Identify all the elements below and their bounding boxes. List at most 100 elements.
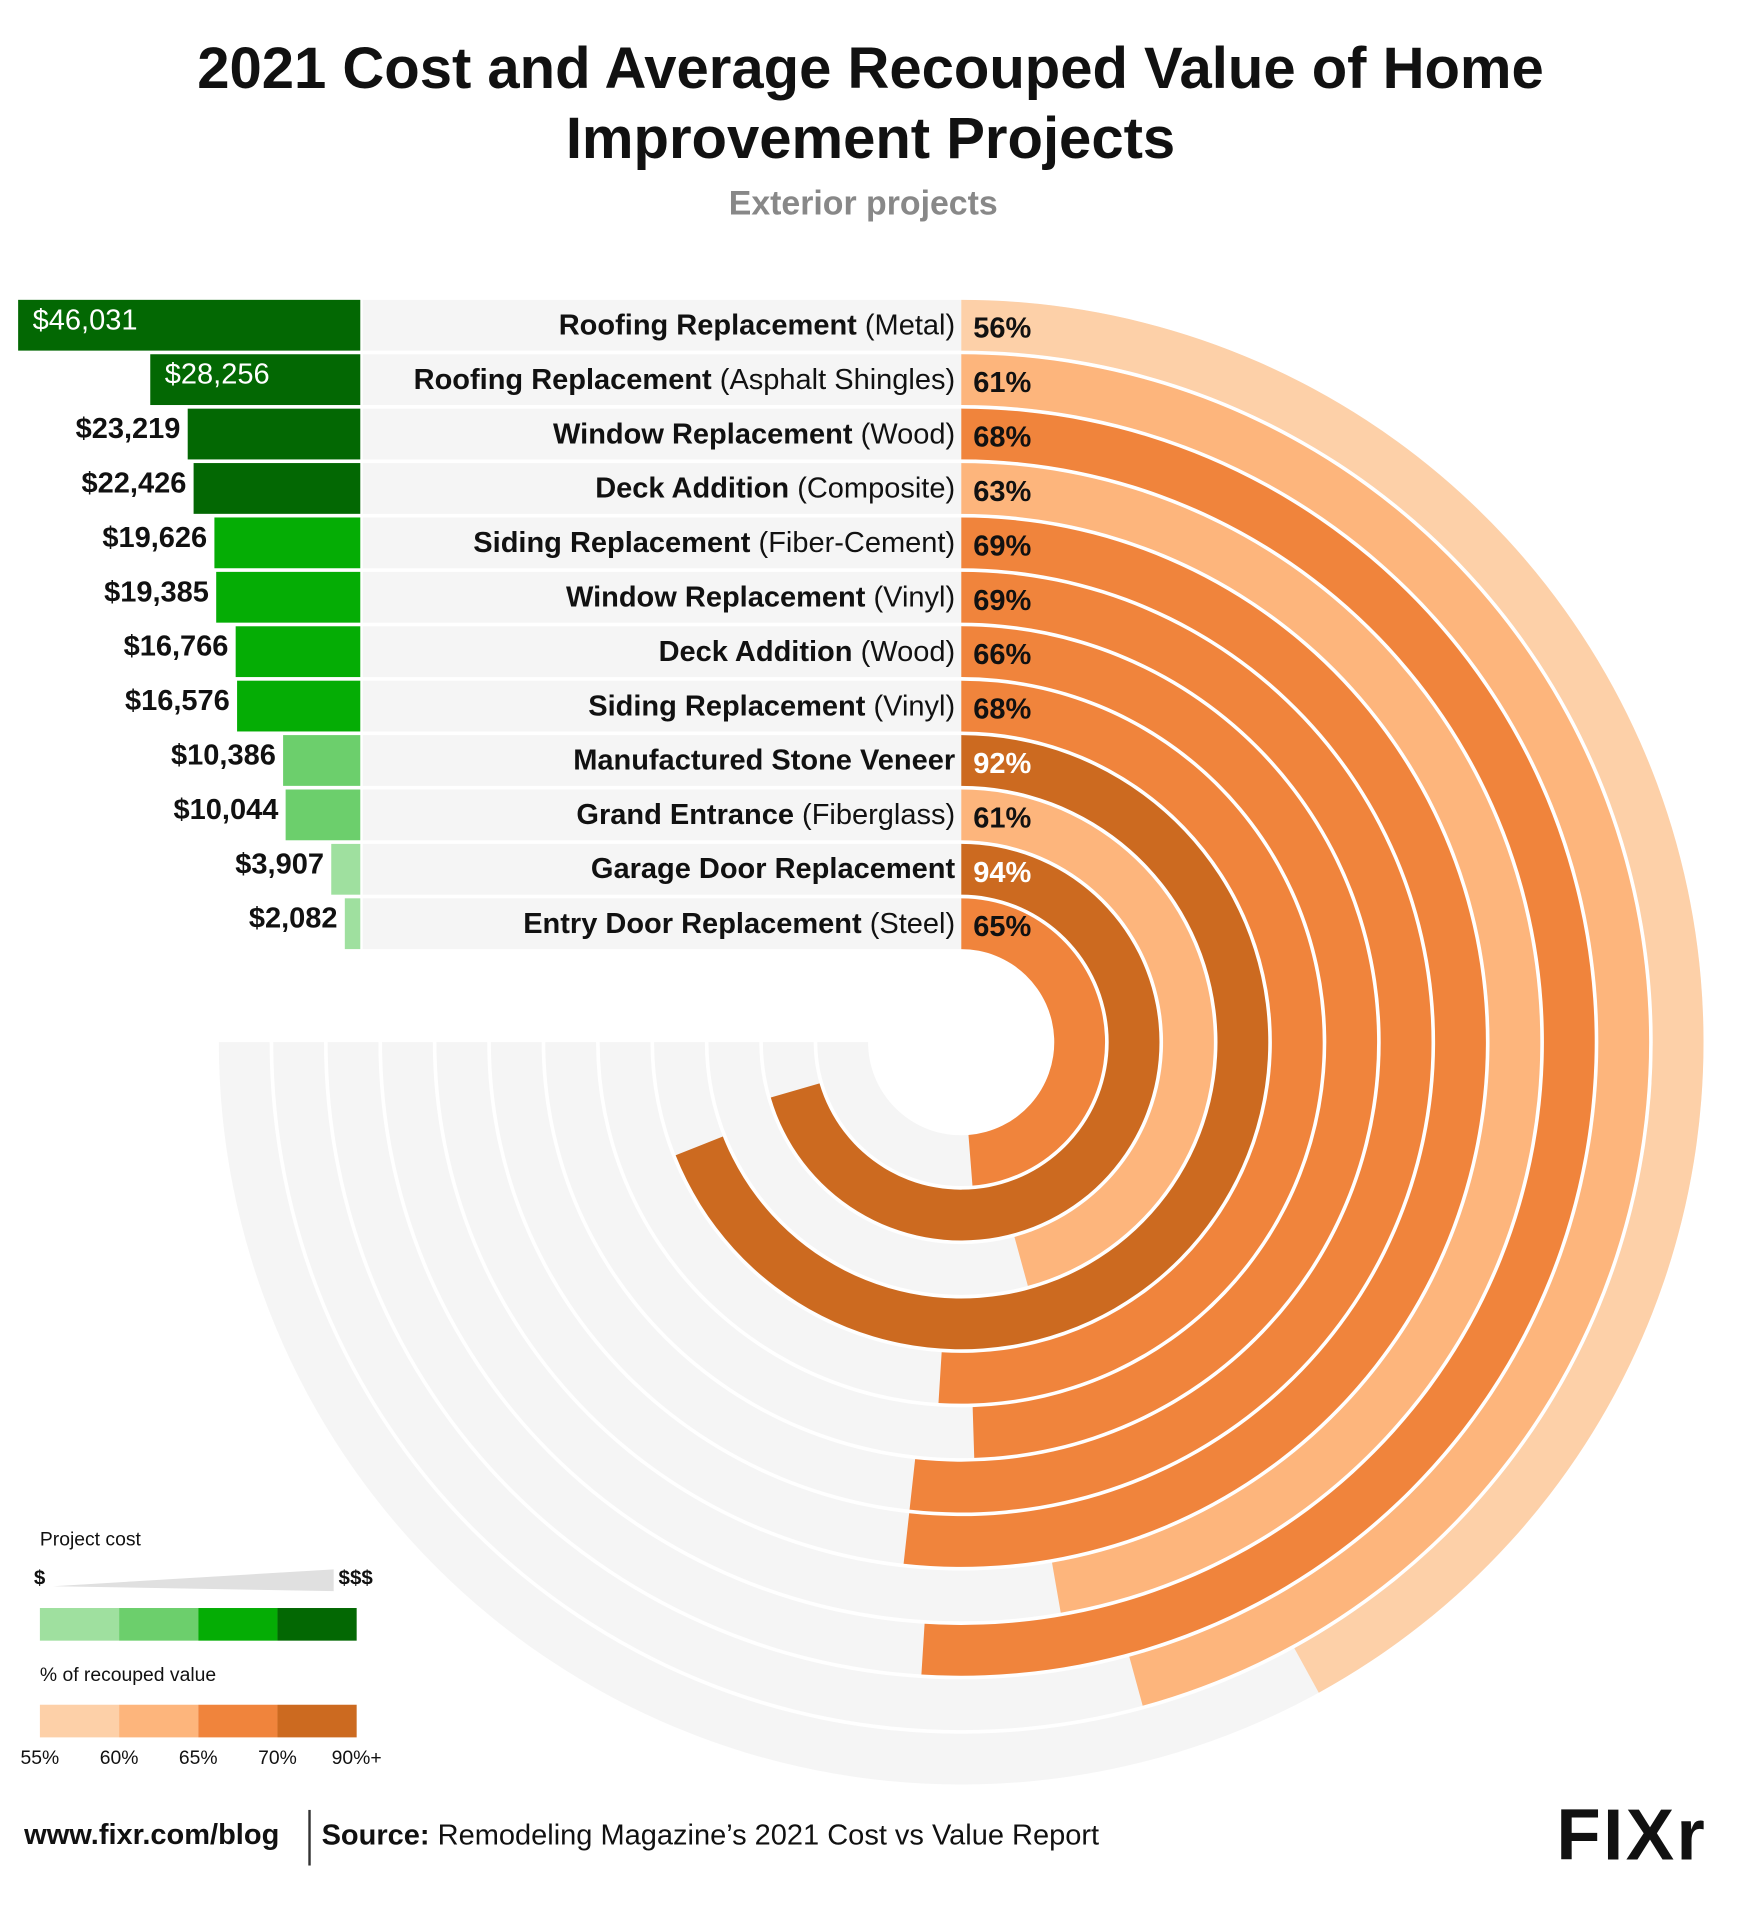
category-label: Deck Addition (Composite) xyxy=(595,472,955,504)
legend-swatch xyxy=(39,1608,120,1641)
legend-tick-label: 65% xyxy=(179,1747,218,1769)
row-band xyxy=(362,463,962,514)
legend-swatch xyxy=(39,1704,120,1738)
category-detail: (Wood) xyxy=(861,418,956,450)
category-name: Deck Addition xyxy=(659,636,861,668)
cost-bar xyxy=(150,354,361,406)
category-detail: (Fiber-Cement) xyxy=(759,527,956,559)
value-label: 56% xyxy=(973,313,1031,345)
value-label: 68% xyxy=(973,422,1031,454)
row-band xyxy=(362,789,962,841)
value-label: 92% xyxy=(973,748,1031,780)
legend-swatch xyxy=(277,1704,357,1738)
footer-site: www.fixr.com/blog xyxy=(23,1819,279,1851)
category-detail: (Asphalt Shingles) xyxy=(720,364,955,396)
category-detail: (Vinyl) xyxy=(873,581,955,613)
ring-bar xyxy=(961,898,1106,1186)
value-label: 94% xyxy=(973,857,1031,889)
legend-tick-label: 70% xyxy=(258,1747,297,1769)
cost-bar xyxy=(18,299,361,351)
value-label: 61% xyxy=(973,367,1031,399)
legend-swatch xyxy=(119,1704,199,1738)
cost-label: $19,626 xyxy=(102,522,207,554)
category-detail: (Fiberglass) xyxy=(802,799,955,831)
chart-title: Improvement Projects xyxy=(566,106,1175,171)
category-detail: (Metal) xyxy=(865,309,955,341)
row-band xyxy=(362,626,962,678)
category-name: Deck Addition xyxy=(595,472,797,504)
cost-bar xyxy=(285,789,361,841)
value-label: 66% xyxy=(973,639,1031,671)
row-band xyxy=(362,680,962,732)
category-name: Window Replacement xyxy=(553,418,861,450)
source-label: Source: xyxy=(322,1819,430,1851)
cost-bar xyxy=(237,680,361,732)
cost-label: $10,044 xyxy=(174,794,279,826)
footer-source: Source: Remodeling Magazine’s 2021 Cost … xyxy=(322,1819,1100,1851)
category-label: Deck Addition (Wood) xyxy=(659,636,956,668)
cost-bar xyxy=(235,626,361,678)
category-name: Window Replacement xyxy=(566,581,874,613)
cost-label: $22,426 xyxy=(82,467,187,499)
value-label: 63% xyxy=(973,476,1031,508)
category-name: Roofing Replacement xyxy=(559,309,865,341)
value-label: 69% xyxy=(973,585,1031,617)
cost-bar xyxy=(187,408,361,460)
legend-tick-label: 55% xyxy=(21,1747,60,1769)
legend-wedge xyxy=(53,1569,334,1592)
category-detail: (Wood) xyxy=(861,636,956,668)
legend-title: Project cost xyxy=(40,1528,142,1550)
legend-high: $$$ xyxy=(339,1566,374,1589)
category-label: Grand Entrance (Fiberglass) xyxy=(576,799,955,831)
ring-bar xyxy=(961,789,1214,1286)
value-label: 65% xyxy=(973,911,1031,943)
cost-label: $3,907 xyxy=(235,848,324,880)
cost-label: $16,576 xyxy=(125,685,230,717)
row-band xyxy=(362,354,962,406)
cost-bar xyxy=(214,517,361,569)
category-name: Siding Replacement xyxy=(473,527,758,559)
cost-label: $23,219 xyxy=(76,413,181,445)
category-label: Siding Replacement (Fiber-Cement) xyxy=(473,527,955,559)
chart-title: 2021 Cost and Average Recouped Value of … xyxy=(197,36,1544,101)
row-band xyxy=(362,408,962,460)
legend-swatch xyxy=(119,1608,199,1641)
category-name: Roofing Replacement xyxy=(414,364,720,396)
row-band xyxy=(362,843,962,895)
category-label: Window Replacement (Vinyl) xyxy=(566,581,955,613)
legend-swatch xyxy=(277,1608,357,1641)
category-name: Entry Door Replacement xyxy=(523,908,869,940)
logo: FIXr xyxy=(1556,1794,1707,1875)
category-detail: (Composite) xyxy=(797,472,955,504)
cost-bar xyxy=(283,735,361,786)
row-band xyxy=(362,299,962,351)
cost-label: $46,031 xyxy=(33,304,138,336)
cost-label: $10,386 xyxy=(171,740,276,772)
ring-bar xyxy=(961,626,1378,1458)
cost-label: $19,385 xyxy=(104,576,209,608)
cost-bar xyxy=(193,463,361,514)
row-band xyxy=(362,571,962,623)
row-band xyxy=(362,735,962,786)
ring-bar xyxy=(938,680,1323,1404)
cost-label: $16,766 xyxy=(124,631,229,663)
row-band xyxy=(362,898,962,950)
category-detail: (Steel) xyxy=(870,908,955,940)
legend-low: $ xyxy=(34,1566,46,1589)
category-name: Siding Replacement xyxy=(588,690,873,722)
cost-label: $2,082 xyxy=(249,903,338,935)
cost-label: $28,256 xyxy=(165,359,270,391)
cost-bar xyxy=(216,571,361,623)
subtitle: Exterior projects xyxy=(729,184,998,222)
cost-bar xyxy=(344,898,361,950)
category-label: Roofing Replacement (Asphalt Shingles) xyxy=(414,364,956,396)
category-label: Roofing Replacement (Metal) xyxy=(559,309,955,341)
cost-bar xyxy=(331,843,361,895)
category-label: Entry Door Replacement (Steel) xyxy=(523,908,955,940)
legend-tick-label: 90%+ xyxy=(332,1747,382,1769)
source-text: Remodeling Magazine’s 2021 Cost vs Value… xyxy=(438,1819,1099,1851)
value-label: 61% xyxy=(973,802,1031,834)
